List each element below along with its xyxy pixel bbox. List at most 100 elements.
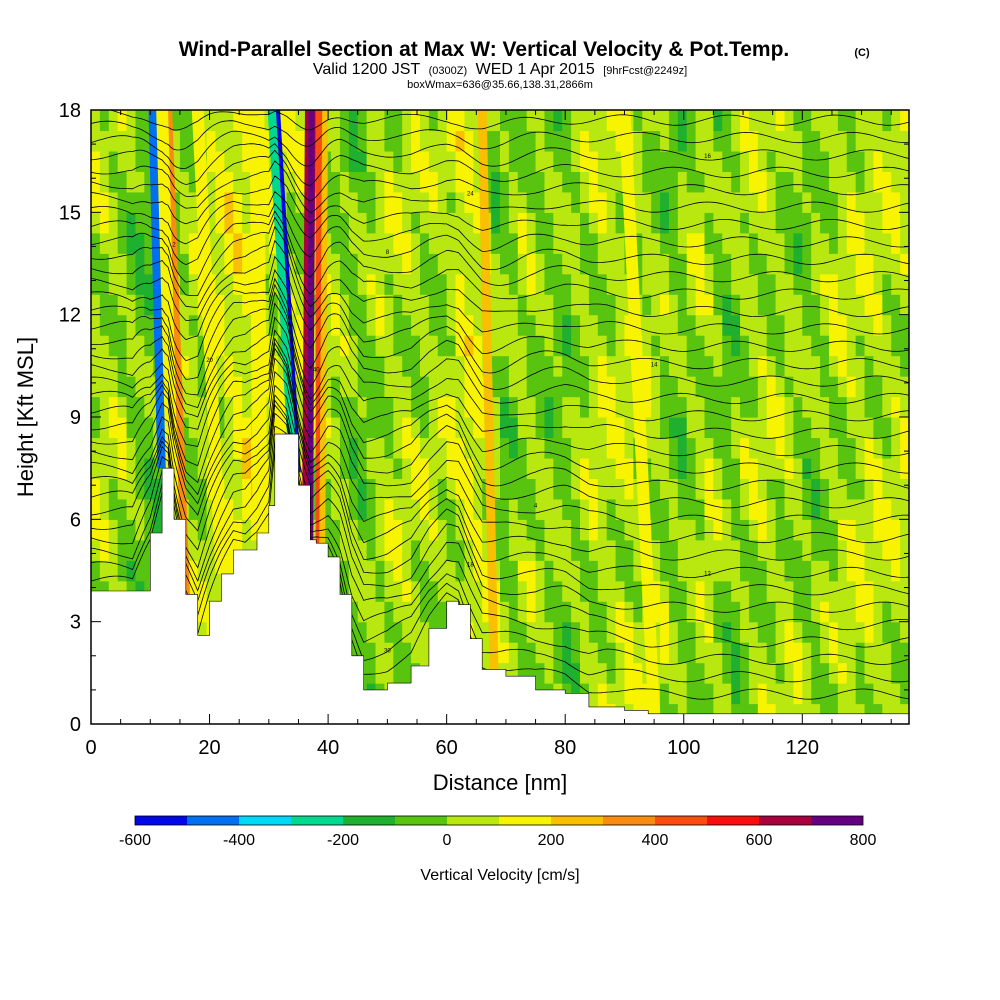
velocity-cell-1384 xyxy=(500,621,510,643)
velocity-cell-418 xyxy=(206,130,217,152)
velocity-cell-448 xyxy=(215,130,225,152)
velocity-cell-2312 xyxy=(775,662,786,684)
velocity-cell-1563 xyxy=(553,642,563,664)
velocity-cell-846 xyxy=(339,580,350,602)
velocity-cell-2292 xyxy=(766,457,777,479)
velocity-cell-2147 xyxy=(722,355,732,377)
velocity-cell-1981 xyxy=(677,683,688,705)
colorbar-swatch-3 xyxy=(291,816,343,825)
velocity-cell-2091 xyxy=(704,273,714,295)
velocity-cell-982 xyxy=(375,253,386,275)
velocity-cell-2741 xyxy=(900,478,909,500)
velocity-cell-87 xyxy=(108,150,119,172)
velocity-cell-1790 xyxy=(615,294,626,316)
velocity-cell-620 xyxy=(268,294,279,316)
velocity-cell-1600 xyxy=(562,498,572,520)
velocity-cell-874 xyxy=(348,621,359,643)
velocity-cell-2570 xyxy=(846,294,857,316)
velocity-cell-1485 xyxy=(526,396,537,418)
velocity-cell-2749 xyxy=(900,314,909,336)
velocity-cell-2126 xyxy=(713,171,723,193)
velocity-cell-1442 xyxy=(517,662,528,684)
velocity-cell-864 xyxy=(339,212,350,234)
velocity-cell-2616 xyxy=(864,580,875,602)
velocity-cell-2571 xyxy=(846,273,857,295)
velocity-cell-2256 xyxy=(757,580,768,602)
velocity-cell-2499 xyxy=(828,519,839,541)
velocity-cell-975 xyxy=(375,396,386,418)
velocity-cell-1608 xyxy=(562,335,572,357)
velocity-cell-2519 xyxy=(828,110,839,132)
velocity-cell-624 xyxy=(268,212,279,234)
velocity-cell-190 xyxy=(144,498,154,520)
velocity-cell-2037 xyxy=(686,150,697,172)
velocity-cell-137 xyxy=(126,355,137,377)
velocity-cell-1934 xyxy=(660,417,670,439)
velocity-cell-1163 xyxy=(428,232,439,254)
velocity-cell-791 xyxy=(322,478,332,500)
velocity-cell-1930 xyxy=(660,498,670,520)
velocity-cell-2179 xyxy=(731,314,741,336)
velocity-cell-1126 xyxy=(419,376,430,398)
velocity-cell-2532 xyxy=(837,457,848,479)
velocity-cell-26 xyxy=(91,171,101,193)
colorbar-swatch-5 xyxy=(395,816,447,825)
velocity-cell-1113 xyxy=(419,642,430,664)
velocity-cell-2137 xyxy=(722,560,732,582)
velocity-cell-2522 xyxy=(837,662,848,684)
velocity-cell-1787 xyxy=(615,355,626,377)
velocity-cell-2424 xyxy=(802,212,812,234)
velocity-cell-1164 xyxy=(428,212,439,234)
velocity-cell-357 xyxy=(188,150,199,172)
velocity-cell-2410 xyxy=(802,498,812,520)
velocity-cell-1689 xyxy=(588,519,599,541)
velocity-cell-508 xyxy=(233,130,243,152)
velocity-cell-834 xyxy=(331,212,341,234)
velocity-cell-379 xyxy=(197,314,208,336)
velocity-cell-1535 xyxy=(544,601,554,623)
velocity-cell-1408 xyxy=(500,130,510,152)
velocity-cell-2034 xyxy=(686,212,697,234)
velocity-cell-2107 xyxy=(713,560,723,582)
velocity-cell-2732 xyxy=(900,662,909,684)
velocity-cell-443 xyxy=(215,232,225,254)
velocity-cell-489 xyxy=(233,519,243,541)
velocity-cell-2248 xyxy=(748,130,759,152)
x-axis-label: Distance [nm] xyxy=(433,770,568,795)
velocity-cell-1314 xyxy=(473,212,483,234)
velocity-cell-1197 xyxy=(437,150,448,172)
velocity-cell-2282 xyxy=(766,662,777,684)
velocity-cell-1257 xyxy=(455,150,466,172)
velocity-cell-1067 xyxy=(402,355,412,377)
velocity-cell-1579 xyxy=(553,314,563,336)
velocity-cell-2644 xyxy=(873,621,883,643)
velocity-cell-1760 xyxy=(606,294,617,316)
velocity-cell-1566 xyxy=(553,580,563,602)
velocity-cell-2006 xyxy=(677,171,688,193)
velocity-cell-2407 xyxy=(802,560,812,582)
velocity-cell-1194 xyxy=(437,212,448,234)
velocity-cell-1708 xyxy=(588,130,599,152)
velocity-cell-1486 xyxy=(526,376,537,398)
velocity-cell-2134 xyxy=(722,621,732,643)
velocity-cell-1757 xyxy=(606,355,617,377)
colorbar-swatch-7 xyxy=(499,816,551,825)
velocity-cell-1433 xyxy=(508,232,519,254)
velocity-cell-2027 xyxy=(686,355,697,377)
velocity-cell-1879 xyxy=(642,314,652,336)
velocity-cell-1788 xyxy=(615,335,626,357)
velocity-cell-536 xyxy=(242,171,252,193)
velocity-cell-157 xyxy=(135,560,145,582)
velocity-cell-1982 xyxy=(677,662,688,684)
velocity-cell-918 xyxy=(357,335,368,357)
velocity-cell-178 xyxy=(135,130,145,152)
velocity-cell-2703 xyxy=(891,642,901,664)
velocity-cell-2308 xyxy=(766,130,777,152)
velocity-cell-367 xyxy=(197,560,208,582)
velocity-cell-2397 xyxy=(793,150,803,172)
velocity-cell-1481 xyxy=(526,478,537,500)
velocity-cell-8 xyxy=(91,539,101,561)
theta-contour-6 xyxy=(91,394,909,596)
velocity-cell-1743 xyxy=(606,642,617,664)
